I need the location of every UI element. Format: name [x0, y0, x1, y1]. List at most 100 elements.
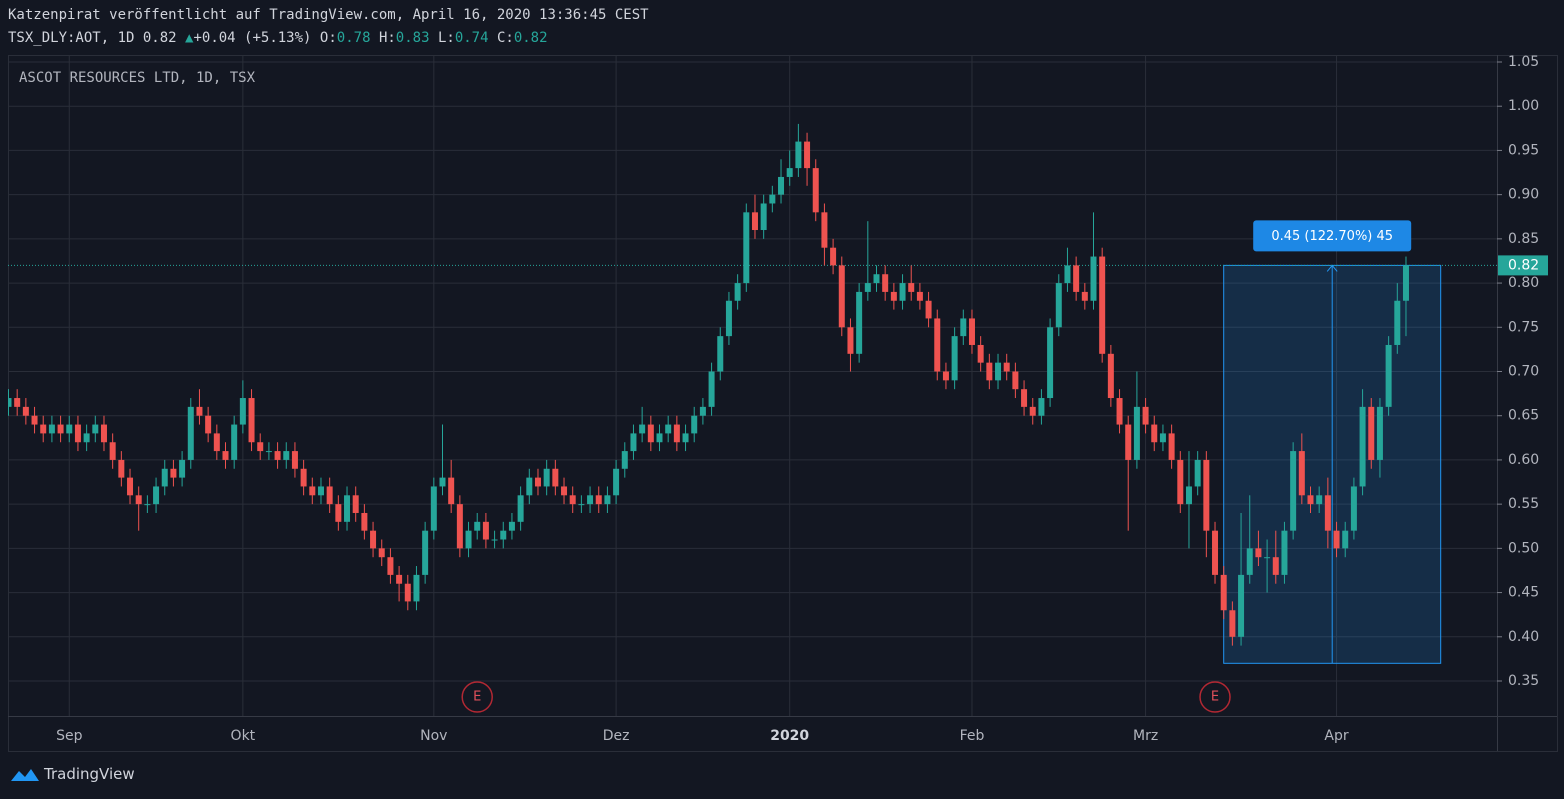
candle-body	[335, 504, 342, 522]
candle-body	[1402, 265, 1409, 301]
candle-body	[908, 283, 915, 292]
candle-body	[1324, 495, 1331, 531]
candle-body	[734, 283, 741, 301]
candle-body	[456, 504, 463, 549]
candle-body	[630, 433, 637, 452]
candle-body	[561, 486, 568, 496]
grid: 0.35 0.40 0.45 0.50 0.55 0.60 0.65 0.70 0.75 0.80…	[8, 54, 1539, 744]
y-tick-label: 1.05	[1508, 54, 1539, 70]
candle-body	[213, 433, 220, 452]
ohlc-label: L:	[437, 30, 455, 46]
candle-body	[118, 459, 125, 478]
candle-body	[1047, 327, 1054, 399]
y-tick-label: 0.50	[1508, 540, 1539, 556]
ohlc-label: O:	[319, 30, 337, 46]
candle-body	[465, 530, 472, 549]
candle-body	[404, 583, 411, 602]
symbol: TSX_DLY:AOT, 1D	[8, 30, 135, 46]
candle-body	[925, 300, 932, 319]
candle-body	[92, 424, 99, 434]
candle-body	[1203, 459, 1210, 531]
candle-body	[673, 424, 680, 443]
candle-body	[482, 521, 489, 540]
candle-body	[699, 406, 706, 416]
candle-body	[66, 424, 73, 434]
publish-line: Katzenpirat veröffentlicht auf TradingVi…	[8, 7, 649, 23]
candle-body	[40, 424, 47, 434]
candle-body	[344, 495, 351, 522]
candle-body	[265, 451, 272, 453]
candle-body	[682, 433, 689, 443]
candle-body	[526, 477, 533, 496]
candle-body	[1073, 265, 1080, 292]
y-tick-label: 0.95	[1508, 142, 1539, 158]
candle-body	[170, 468, 177, 478]
candle-body	[300, 468, 307, 487]
candle-body	[153, 486, 160, 505]
candle-body	[352, 495, 359, 513]
candle-body	[830, 247, 837, 266]
candle-body	[1116, 398, 1123, 425]
earnings-marker	[461, 681, 493, 713]
symbol-legend: TSX_DLY:AOT, 1D 0.82 ▲+0.04 (+5.13%) O:0…	[8, 30, 548, 46]
candle-body	[196, 406, 203, 416]
candle-body	[1125, 424, 1132, 460]
candle-body	[1238, 574, 1245, 637]
candle-body	[1159, 433, 1166, 443]
candle-body	[873, 274, 880, 284]
candle-body	[422, 530, 429, 575]
candle-body	[1255, 548, 1262, 558]
candle-body	[1142, 406, 1149, 425]
candle-body	[847, 327, 854, 354]
ohlc-label: C:	[496, 30, 514, 46]
candle-body	[1038, 398, 1045, 416]
candle-body	[1177, 459, 1184, 505]
y-tick-label: 0.40	[1508, 629, 1539, 645]
candle-body	[708, 371, 715, 407]
ohlc-value: 0.74	[454, 30, 489, 46]
candle-body	[1394, 300, 1401, 345]
candle-body	[1281, 530, 1288, 575]
candle-body	[968, 318, 975, 345]
earnings-marker	[1199, 681, 1231, 713]
chart: 0.35 0.40 0.45 0.50 0.55 0.60 0.65 0.70 0.75 0.80…	[8, 54, 1558, 752]
candle-body	[613, 468, 620, 496]
y-tick-label: 0.45	[1508, 585, 1539, 601]
candle-body	[552, 468, 559, 487]
change: +0.04 (+5.13%)	[193, 30, 312, 46]
ohlc-value: 0.83	[395, 30, 430, 46]
candle-body	[448, 477, 455, 505]
candle-body	[83, 433, 90, 443]
candle-body	[1316, 495, 1323, 505]
candle-body	[1298, 451, 1305, 496]
candle-body	[48, 424, 55, 434]
candle-body	[100, 424, 107, 443]
candle-body	[1246, 548, 1253, 575]
overlay: 0.45 (122.70%) 45 0.82 E E	[461, 220, 1548, 713]
y-tick-label: 0.65	[1508, 408, 1539, 424]
last-price-tag	[1498, 255, 1548, 276]
candle-body	[1021, 389, 1028, 407]
candle-body	[960, 318, 967, 337]
candle-body	[187, 406, 194, 460]
candle-body	[743, 212, 750, 284]
candle-body	[1133, 406, 1140, 460]
candle-body	[1376, 406, 1383, 460]
candle-body	[812, 168, 819, 213]
candle-body	[639, 424, 646, 434]
measure-label: 0.45 (122.70%) 45	[1271, 229, 1393, 244]
candle-body	[22, 406, 29, 416]
ohlc-value: 0.78	[336, 30, 371, 46]
candle-body	[587, 495, 594, 505]
y-tick-label: 0.55	[1508, 496, 1539, 512]
candle-body	[8, 398, 12, 407]
candle-body	[500, 530, 507, 540]
candle-body	[1081, 291, 1088, 301]
candle-body	[986, 362, 993, 381]
x-tick-label: Okt	[231, 728, 256, 744]
candle-body	[309, 486, 316, 496]
brand-logo	[11, 769, 39, 781]
candle-body	[1194, 459, 1201, 487]
candle-body	[387, 557, 394, 575]
candle-body	[1350, 486, 1357, 531]
